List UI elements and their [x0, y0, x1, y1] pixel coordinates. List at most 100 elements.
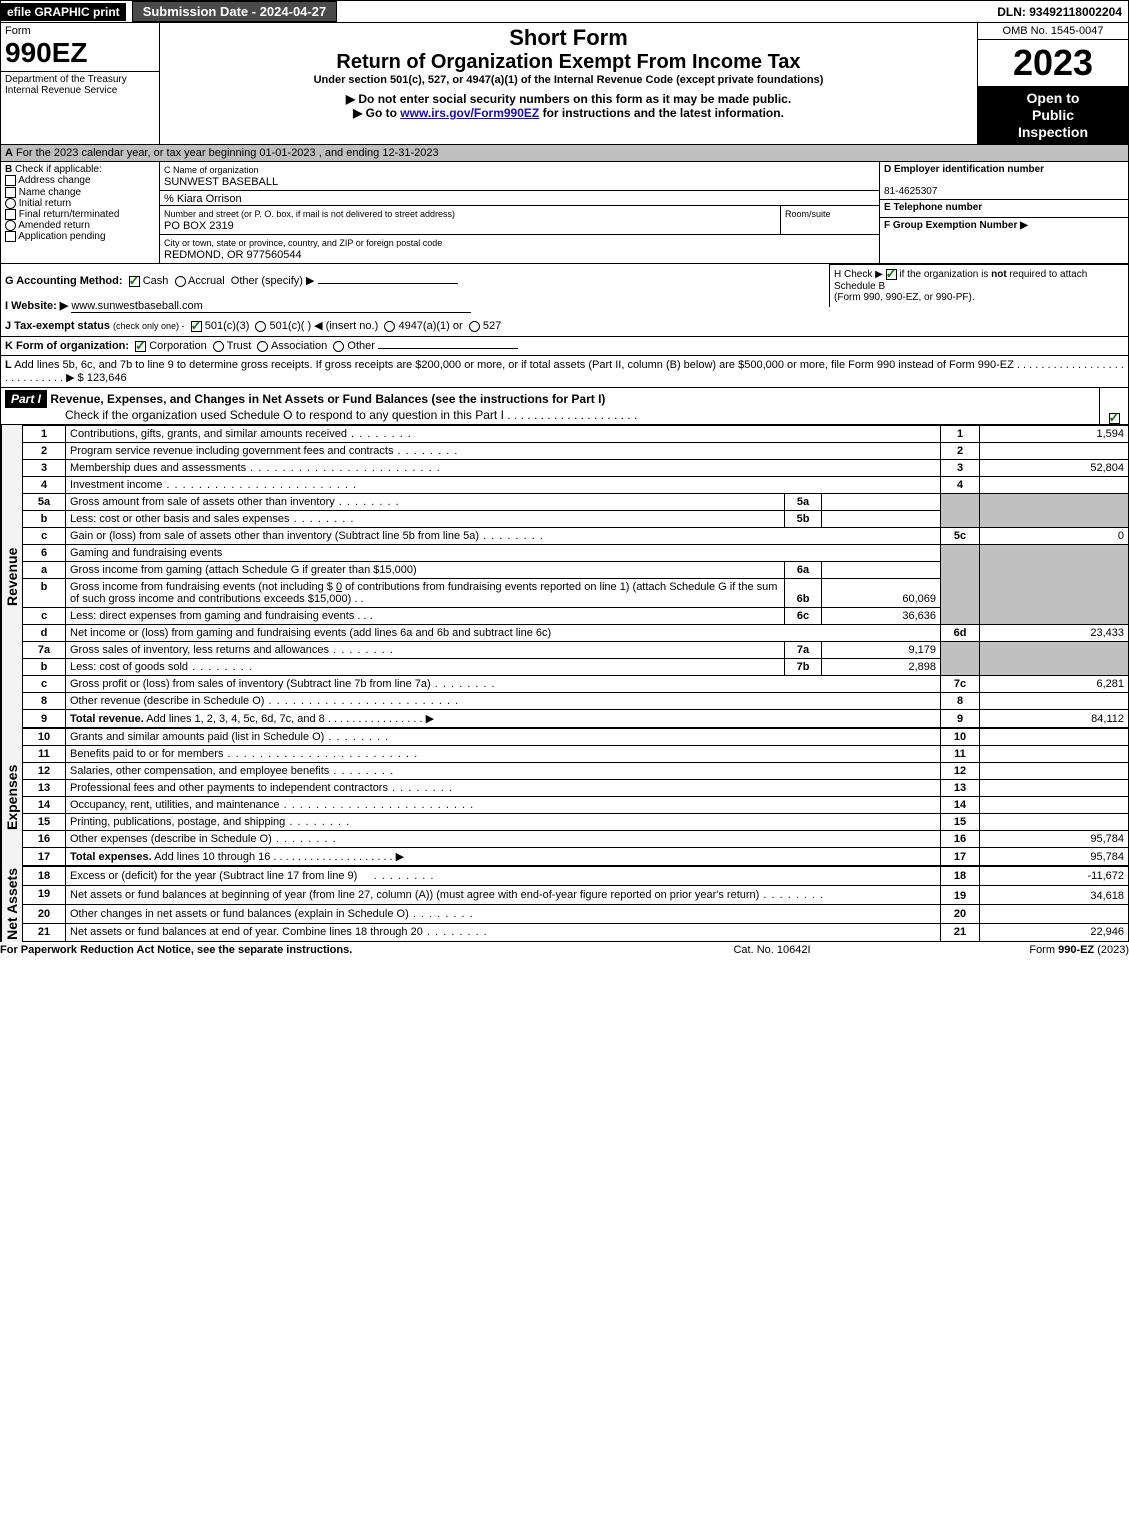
- line-7b-amount: 2,898: [822, 659, 941, 676]
- line-6b-amount: 60,069: [822, 579, 941, 608]
- accounting-method-label: G Accounting Method:: [5, 275, 123, 287]
- line-18-amount: -11,672: [980, 867, 1129, 886]
- org-name: SUNWEST BASEBALL: [164, 176, 278, 188]
- line-7a-amount: 9,179: [822, 642, 941, 659]
- line-8-amount: [980, 693, 1129, 710]
- line-4: 4 Investment income 4: [23, 477, 1129, 494]
- ssn-warning: ▶ Do not enter social security numbers o…: [164, 92, 973, 106]
- other-org-field[interactable]: [378, 348, 518, 349]
- checkbox-association[interactable]: [257, 341, 268, 352]
- line-13-amount: [980, 780, 1129, 797]
- section-b: B Check if applicable: Address change Na…: [1, 162, 160, 263]
- checkbox-cash[interactable]: [129, 276, 140, 287]
- line-a: A For the 2023 calendar year, or tax yea…: [0, 145, 1129, 162]
- submission-date: Submission Date - 2024-04-27: [132, 1, 338, 22]
- line-19-amount: 34,618: [980, 886, 1129, 905]
- expenses-sidebar-label: Expenses: [1, 728, 22, 866]
- part-i-header: Part I Revenue, Expenses, and Changes in…: [0, 388, 1129, 425]
- line-21-amount: 22,946: [980, 923, 1129, 942]
- line-6c-amount: 36,636: [822, 608, 941, 625]
- top-bar: efile GRAPHIC print Submission Date - 20…: [0, 0, 1129, 23]
- ein-label: D Employer identification number: [884, 164, 1044, 175]
- irs-label: Internal Revenue Service: [5, 85, 155, 96]
- line-16-amount: 95,784: [980, 831, 1129, 848]
- line-8: 8 Other revenue (describe in Schedule O)…: [23, 693, 1129, 710]
- line-17-amount: 95,784: [980, 848, 1129, 866]
- checkbox-schedule-b-not-required[interactable]: [886, 269, 897, 280]
- tax-year: 2023: [978, 40, 1128, 86]
- line-12: 12Salaries, other compensation, and empl…: [23, 763, 1129, 780]
- line-21: 21Net assets or fund balances at end of …: [23, 923, 1129, 942]
- line-5c-amount: 0: [980, 528, 1129, 545]
- line-7a: 7a Gross sales of inventory, less return…: [23, 642, 1129, 659]
- irs-link[interactable]: www.irs.gov/Form990EZ: [400, 106, 539, 120]
- line-2-amount: [980, 443, 1129, 460]
- expenses-section: Expenses 10Grants and similar amounts pa…: [0, 728, 1129, 866]
- checkbox-initial-return[interactable]: [5, 198, 16, 209]
- line-11: 11Benefits paid to or for members11: [23, 746, 1129, 763]
- return-title: Return of Organization Exempt From Incom…: [164, 51, 973, 74]
- checkbox-application-pending[interactable]: [5, 231, 16, 242]
- org-name-label: C Name of organization: [164, 165, 259, 175]
- gross-receipts-value: 123,646: [87, 372, 127, 384]
- goto-pre: ▶ Go to: [353, 106, 400, 120]
- paperwork-notice: For Paperwork Reduction Act Notice, see …: [0, 944, 515, 956]
- line-5b-amount: [822, 511, 941, 528]
- line-4-amount: [980, 477, 1129, 494]
- line-20: 20Other changes in net assets or fund ba…: [23, 904, 1129, 923]
- addr-value: PO BOX 2319: [164, 220, 234, 232]
- checkbox-schedule-o-parti[interactable]: [1109, 413, 1120, 424]
- org-info-block: B Check if applicable: Address change Na…: [0, 162, 1129, 264]
- line-3: 3 Membership dues and assessments 3 52,8…: [23, 460, 1129, 477]
- ein-value: 81-4625307: [884, 186, 937, 197]
- line-7c: c Gross profit or (loss) from sales of i…: [23, 676, 1129, 693]
- line-1: 1 Contributions, gifts, grants, and simi…: [23, 426, 1129, 443]
- checkbox-final-return[interactable]: [5, 209, 16, 220]
- checkbox-527[interactable]: [469, 321, 480, 332]
- line-14: 14Occupancy, rent, utilities, and mainte…: [23, 797, 1129, 814]
- line-16: 16Other expenses (describe in Schedule O…: [23, 831, 1129, 848]
- checkbox-501c[interactable]: [255, 321, 266, 332]
- dept-label: Department of the Treasury: [5, 74, 155, 85]
- phone-label: E Telephone number: [884, 202, 982, 213]
- care-of: % Kiara Orrison: [164, 193, 242, 205]
- line-7c-amount: 6,281: [980, 676, 1129, 693]
- omb-number: OMB No. 1545-0047: [978, 23, 1128, 40]
- part-i-label: Part I: [5, 390, 47, 408]
- checkbox-other-org[interactable]: [333, 341, 344, 352]
- goto-post: for instructions and the latest informat…: [539, 106, 784, 120]
- tax-exempt-label: J Tax-exempt status: [5, 320, 110, 332]
- group-exemption-label: F Group Exemption Number ▶: [884, 220, 1028, 231]
- line-6: 6 Gaming and fundraising events: [23, 545, 1129, 562]
- form-word: Form: [5, 25, 155, 37]
- room-label: Room/suite: [785, 209, 831, 219]
- checkbox-address-change[interactable]: [5, 175, 16, 186]
- efile-label[interactable]: efile GRAPHIC print: [1, 3, 126, 21]
- other-method-field[interactable]: [318, 283, 458, 284]
- city-label: City or town, state or province, country…: [164, 238, 442, 248]
- line-18: 18Excess or (deficit) for the year (Subt…: [23, 867, 1129, 886]
- dln-label: DLN: 93492118002204: [997, 5, 1128, 19]
- checkbox-accrual[interactable]: [175, 276, 186, 287]
- checkbox-amended-return[interactable]: [5, 220, 16, 231]
- checkbox-name-change[interactable]: [5, 187, 16, 198]
- website-label: I Website: ▶: [5, 300, 68, 312]
- checkbox-corporation[interactable]: [135, 341, 146, 352]
- line-5a-amount: [822, 494, 941, 511]
- open-to-public: Open to Public Inspection: [978, 86, 1128, 144]
- line-5c: c Gain or (loss) from sale of assets oth…: [23, 528, 1129, 545]
- checkbox-501c3[interactable]: [191, 321, 202, 332]
- section-l: L Add lines 5b, 6c, and 7b to line 9 to …: [0, 356, 1129, 388]
- section-h: H Check ▶ if the organization is not req…: [829, 264, 1128, 306]
- line-9: 9 Total revenue. Add lines 1, 2, 3, 4, 5…: [23, 710, 1129, 728]
- line-10-amount: [980, 729, 1129, 746]
- line-12-amount: [980, 763, 1129, 780]
- checkbox-trust[interactable]: [213, 341, 224, 352]
- subtitle: Under section 501(c), 527, or 4947(a)(1)…: [164, 74, 973, 86]
- line-11-amount: [980, 746, 1129, 763]
- section-ghij: H Check ▶ if the organization is not req…: [0, 264, 1129, 337]
- line-2: 2 Program service revenue including gove…: [23, 443, 1129, 460]
- catalog-number: Cat. No. 10642I: [515, 944, 1030, 956]
- checkbox-4947a1[interactable]: [384, 321, 395, 332]
- line-6d: d Net income or (loss) from gaming and f…: [23, 625, 1129, 642]
